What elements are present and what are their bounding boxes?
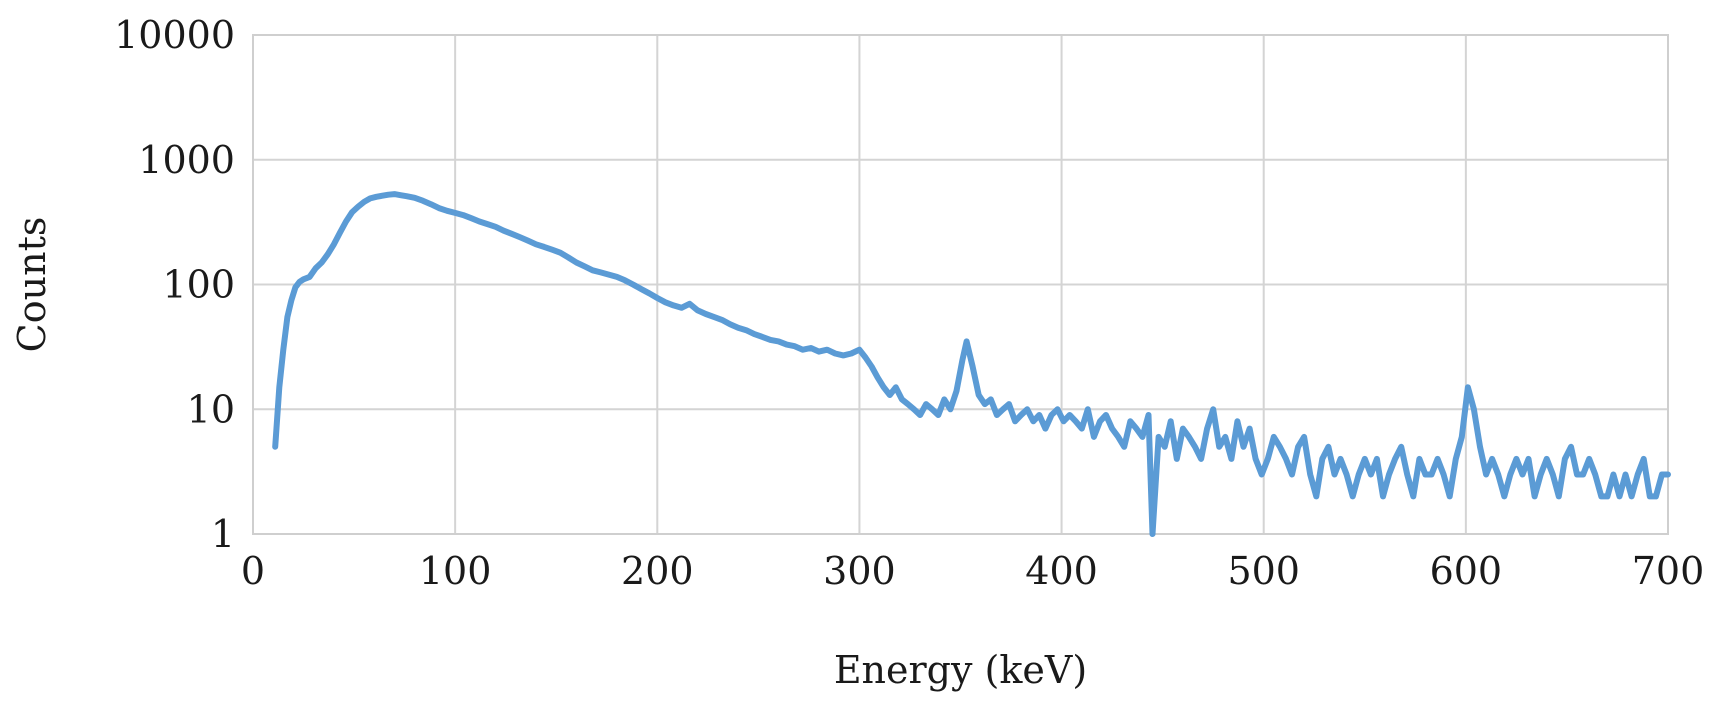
y-tick-label: 1	[211, 512, 235, 556]
y-axis-title: Counts	[10, 217, 54, 353]
x-tick-label: 0	[241, 549, 265, 593]
series-line-0	[272, 191, 1671, 537]
x-tick-label: 100	[419, 549, 492, 593]
plot-area-frame	[252, 34, 1669, 535]
x-tick-label: 700	[1632, 549, 1705, 593]
y-tick-label: 1000	[138, 138, 235, 182]
x-tick-label: 400	[1025, 549, 1098, 593]
x-tick-label: 300	[823, 549, 896, 593]
y-tick-label: 10000	[114, 13, 235, 57]
x-axis-title: Energy (keV)	[834, 648, 1087, 692]
y-tick-label: 100	[162, 263, 235, 307]
x-tick-label: 200	[621, 549, 694, 593]
y-tick-label: 10	[187, 387, 235, 431]
x-tick-label: 600	[1430, 549, 1503, 593]
series-layer	[272, 191, 1671, 537]
x-tick-label: 500	[1227, 549, 1300, 593]
x-axis-tick-labels: 0 100 200 300 400 500 600 700	[241, 549, 1704, 593]
y-axis-tick-labels: 1 10 100 1000 10000	[114, 13, 235, 556]
